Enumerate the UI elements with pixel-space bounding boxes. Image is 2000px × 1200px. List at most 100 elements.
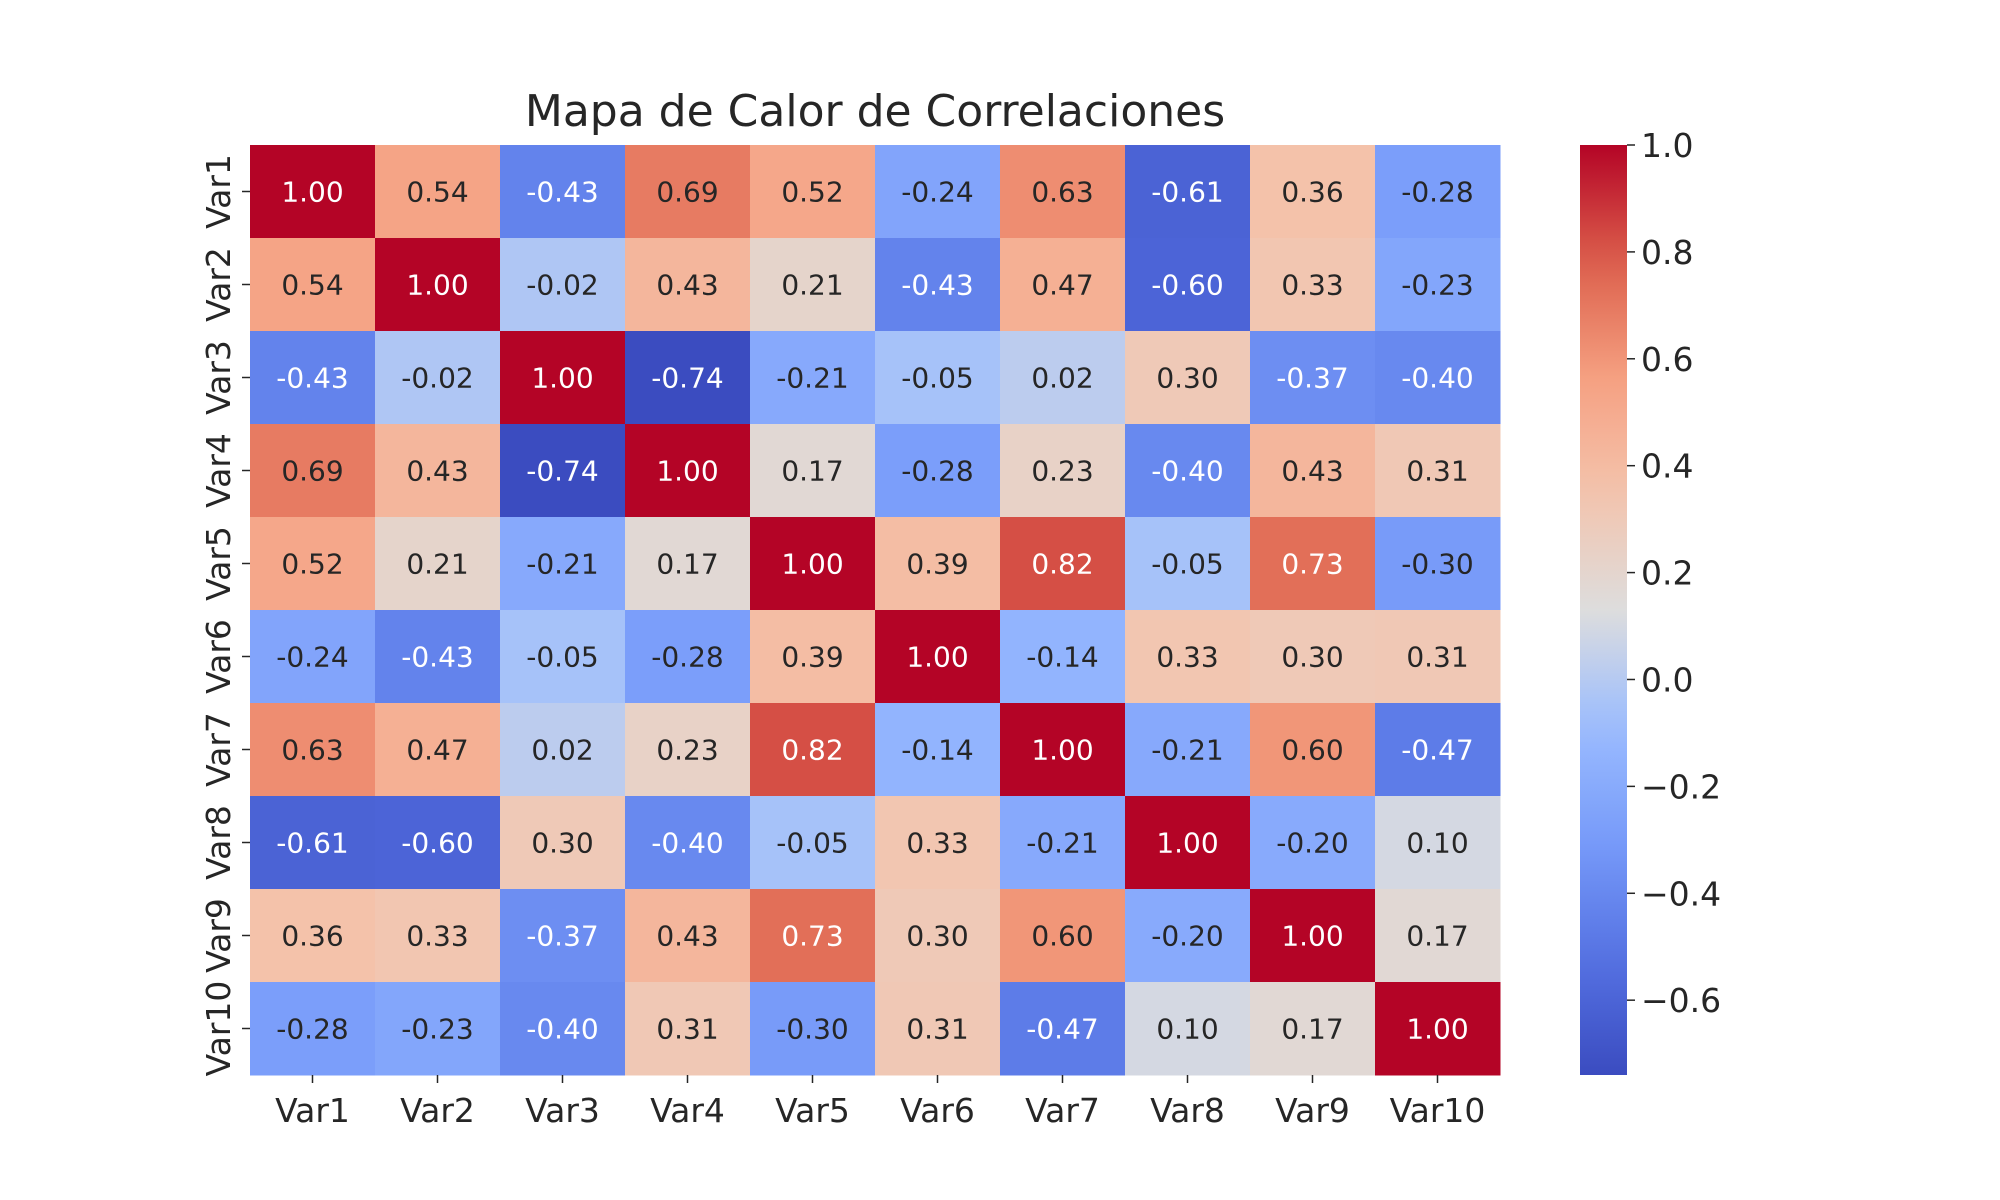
heatmap-cell [1375,889,1501,983]
cell-value-label: 0.23 [656,734,718,767]
heatmap-cell [625,517,751,611]
heatmap-cell [500,796,626,890]
cell-value-label: 0.10 [1156,1013,1218,1046]
heatmap-cell [375,703,501,797]
heatmap-cell-labels: 1.00 0.54 -0.43 0.69 0.52 -0.24 0.63 -0.61 0.36 -… [276,176,1473,1046]
cell-value-label: 0.43 [656,920,718,953]
colorbar: −0.6 −0.4 −0.2 0.0 0.2 0.4 0.6 0.8 1.0 [1580,126,1721,1075]
heatmap-cell [250,982,376,1076]
cell-value-label: 0.17 [656,548,718,581]
heatmap-cell [750,424,876,518]
heatmap-cell [500,703,626,797]
colorbar-tick-label: −0.2 [1641,767,1721,806]
heatmap-cell [375,238,501,332]
heatmap-cell [375,331,501,425]
cell-value-label: 0.30 [906,920,968,953]
x-tick-label: Var3 [525,1091,600,1130]
heatmap-cell [500,145,626,239]
cell-value-label: -0.14 [1026,641,1098,674]
x-tick-label: Var9 [1275,1091,1350,1130]
cell-value-label: -0.05 [526,641,598,674]
cell-value-label: 0.10 [1406,827,1468,860]
heatmap-cell [625,424,751,518]
cell-value-label: 0.17 [1406,920,1468,953]
heatmap-cell [500,517,626,611]
cell-value-label: -0.60 [401,827,473,860]
cell-value-label: -0.05 [1151,548,1223,581]
heatmap-cell [1125,145,1251,239]
heatmap-cell [625,982,751,1076]
cell-value-label: 0.36 [1281,176,1343,209]
cell-value-label: -0.30 [1401,548,1473,581]
heatmap-cell [1375,331,1501,425]
heatmap-cell [625,703,751,797]
cell-value-label: 0.21 [406,548,468,581]
heatmap-cell [1000,889,1126,983]
heatmap-cell [1250,982,1376,1076]
heatmap-cell [1125,889,1251,983]
x-tick-label: Var10 [1390,1091,1486,1130]
heatmap-cell [875,145,1001,239]
cell-value-label: 0.63 [281,734,343,767]
cell-value-label: 1.00 [1281,920,1343,953]
cell-value-label: -0.30 [776,1013,848,1046]
heatmap-cell [875,238,1001,332]
heatmap-cell [875,889,1001,983]
y-axis: Var1 Var2 Var3 Var4 Var5 Var6 Var7 Var8 Var9 Var1… [199,154,250,1076]
cell-value-label: -0.21 [1026,827,1098,860]
cell-value-label: 0.33 [406,920,468,953]
cell-value-label: 0.73 [781,920,843,953]
cell-value-label: 0.23 [1031,455,1093,488]
cell-value-label: 0.33 [1156,641,1218,674]
cell-value-label: -0.05 [776,827,848,860]
cell-value-label: -0.40 [651,827,723,860]
heatmap-cell [1250,796,1376,890]
cell-value-label: 0.73 [1281,548,1343,581]
heatmap-cell [375,517,501,611]
y-tick-label: Var3 [199,340,238,415]
y-tick-label: Var8 [199,805,238,880]
colorbar-tick-label: 0.2 [1641,554,1693,593]
cell-value-label: -0.28 [1401,176,1473,209]
heatmap-cell [625,796,751,890]
colorbar-tick-label: −0.6 [1641,981,1721,1020]
colorbar-gradient [1580,145,1627,1075]
cell-value-label: -0.61 [1151,176,1223,209]
cell-value-label: -0.37 [1276,362,1348,395]
cell-value-label: -0.37 [526,920,598,953]
y-tick-label: Var1 [199,154,238,229]
heatmap-cell [250,796,376,890]
heatmap-cell [1000,982,1126,1076]
cell-value-label: -0.23 [401,1013,473,1046]
heatmap-cell [1125,796,1251,890]
cell-value-label: 1.00 [281,176,343,209]
cell-value-label: -0.05 [901,362,973,395]
heatmap-cell [1125,982,1251,1076]
heatmap-cell [1125,517,1251,611]
x-axis: Var1 Var2 Var3 Var4 Var5 Var6 Var7 Var8 Var9 Var1… [275,1075,1485,1130]
cell-value-label: 0.43 [1281,455,1343,488]
heatmap-cell [875,424,1001,518]
heatmap-cell [250,889,376,983]
cell-value-label: -0.43 [901,269,973,302]
cell-value-label: 0.36 [281,920,343,953]
cell-value-label: 0.30 [1281,641,1343,674]
cell-value-label: 1.00 [1031,734,1093,767]
cell-value-label: 1.00 [1406,1013,1468,1046]
cell-value-label: 0.54 [281,269,343,302]
y-tick-label: Var2 [199,247,238,322]
heatmap-cell [375,145,501,239]
cell-value-label: 0.30 [1156,362,1218,395]
heatmap-cell [1000,238,1126,332]
heatmap-cell [1125,331,1251,425]
cell-value-label: -0.21 [526,548,598,581]
cell-value-label: 0.82 [1031,548,1093,581]
heatmap-cell [375,889,501,983]
heatmap-cell [625,889,751,983]
heatmap-cell [750,610,876,704]
cell-value-label: -0.28 [901,455,973,488]
cell-value-label: -0.40 [526,1013,598,1046]
cell-value-label: -0.02 [526,269,598,302]
heatmap-cell [875,703,1001,797]
